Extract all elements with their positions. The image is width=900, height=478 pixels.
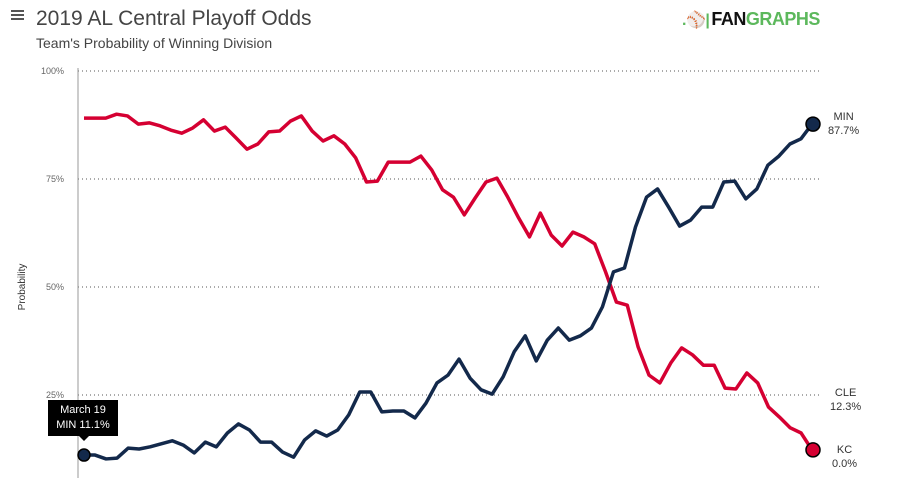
end-label-team: MIN	[833, 111, 854, 123]
y-tick-label: 100%	[41, 66, 64, 76]
end-label-value: 0.0%	[832, 458, 858, 470]
end-label-min: MIN 87.7%	[828, 110, 859, 138]
logo-graphs: GRAPHS	[745, 9, 821, 29]
tooltip-value: MIN 11.1%	[56, 419, 110, 431]
end-label-value: 87.7%	[828, 125, 860, 137]
end-label-value: 12.3%	[830, 401, 862, 413]
y-tick-label: 25%	[46, 390, 64, 400]
hamburger-icon[interactable]	[11, 10, 24, 22]
tooltip-date: March 19	[60, 404, 106, 416]
batter-icon: .⚾|	[682, 12, 710, 29]
y-tick-label: 50%	[46, 282, 64, 292]
y-tick-label: 75%	[46, 174, 64, 184]
chart-subtitle: Team's Probability of Winning Division	[36, 35, 273, 51]
end-label-cle: CLE 12.3%	[830, 386, 861, 414]
end-point-min	[805, 116, 821, 132]
hover-point-min	[77, 448, 91, 462]
end-point-cle	[805, 442, 821, 458]
tooltip: March 19 MIN 11.1%	[48, 400, 118, 441]
logo-fan: FAN	[711, 9, 746, 29]
series-line-cle	[84, 112, 814, 451]
y-axis-label: Probability	[17, 264, 28, 311]
series-line-min	[84, 123, 814, 461]
end-label-kc: KC 0.0%	[832, 443, 857, 471]
chart-title: 2019 AL Central Playoff Odds	[36, 7, 312, 30]
end-label-team: CLE	[834, 387, 857, 399]
end-label-team: KC	[836, 444, 853, 456]
fangraphs-logo[interactable]: .⚾| FANGRAPHS	[682, 9, 820, 30]
